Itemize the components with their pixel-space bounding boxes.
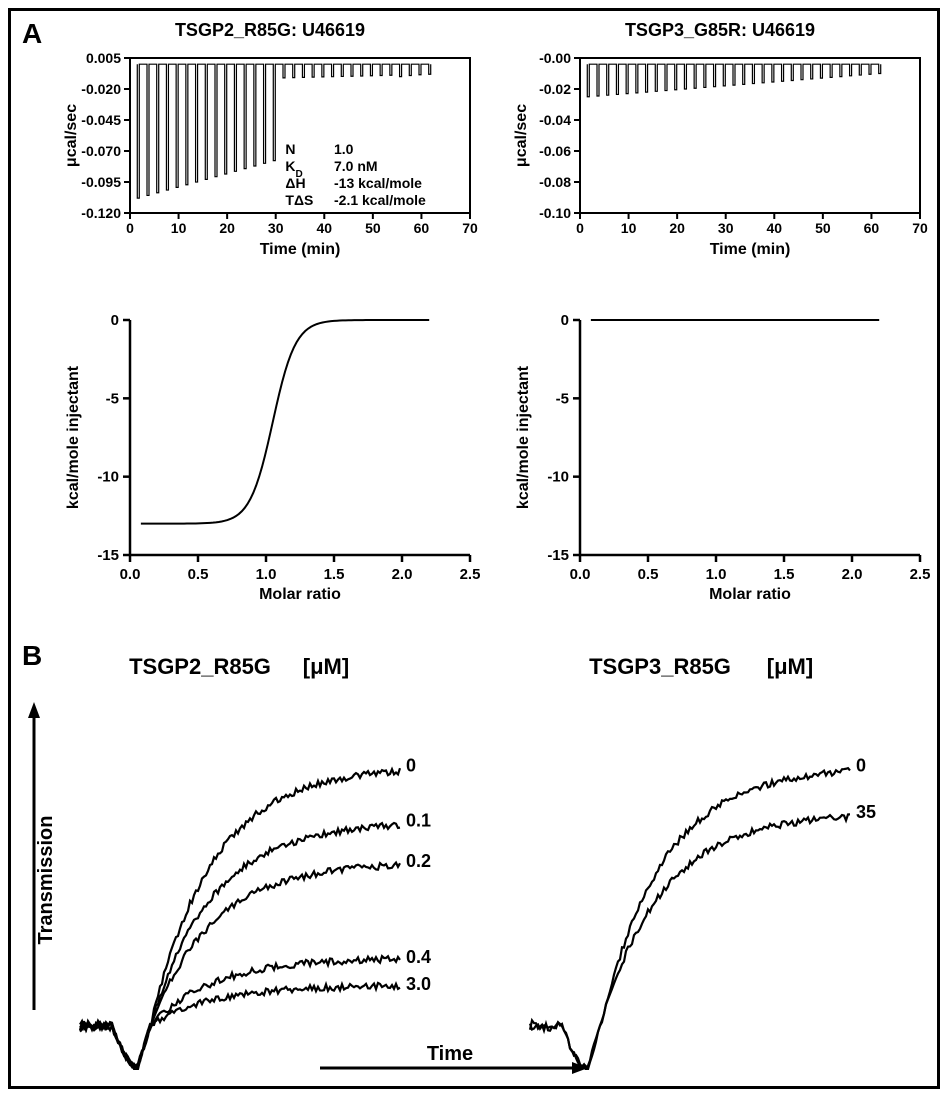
panel-b-right-unit: [μM] (760, 654, 820, 680)
svg-text:Time (min): Time (min) (710, 241, 791, 258)
svg-text:-0.00: -0.00 (539, 50, 571, 66)
svg-text:0: 0 (111, 312, 119, 329)
chart-a-left-top: 0 10 20 30 40 50 60 70 -0.120 -0.095 -0.070 -0.045 -… (60, 48, 480, 258)
panel-b-axes-labels: Transmission Time (20, 680, 930, 1080)
svg-text:-15: -15 (547, 547, 569, 564)
svg-text:-10: -10 (97, 469, 119, 486)
svg-text:2.0: 2.0 (392, 566, 413, 583)
svg-text:-13 kcal/mole: -13 kcal/mole (334, 175, 422, 191)
svg-text:-0.020: -0.020 (81, 81, 121, 97)
panel-b-label: B (22, 640, 42, 672)
svg-text:ΔH: ΔH (285, 175, 305, 191)
svg-text:μcal/sec: μcal/sec (513, 104, 530, 167)
panel-a-left-title: TSGP2_R85G: U46619 (120, 20, 420, 41)
svg-text:N: N (285, 141, 295, 157)
panel-a-label: A (22, 18, 42, 50)
panel-b-left-title: TSGP2_R85G (110, 654, 290, 680)
svg-text:20: 20 (219, 220, 235, 236)
svg-text:0.0: 0.0 (120, 566, 141, 583)
svg-text:2.5: 2.5 (910, 566, 930, 583)
svg-text:50: 50 (815, 220, 831, 236)
svg-text:2.5: 2.5 (460, 566, 480, 583)
svg-text:60: 60 (864, 220, 880, 236)
chart-a-right-top: 0 10 20 30 40 50 60 70 -0.10 -0.08 -0.06 -0.04 -0.02… (510, 48, 930, 258)
panel-a-right-title: TSGP3_G85R: U46619 (570, 20, 870, 41)
svg-text:-0.02: -0.02 (539, 81, 571, 97)
svg-text:kcal/mole injectant: kcal/mole injectant (65, 365, 82, 509)
svg-text:-10: -10 (547, 469, 569, 486)
svg-text:1.0: 1.0 (256, 566, 277, 583)
svg-text:70: 70 (912, 220, 928, 236)
svg-text:kcal/mole injectant: kcal/mole injectant (515, 365, 532, 509)
svg-text:7.0 nM: 7.0 nM (334, 158, 378, 174)
svg-text:10: 10 (621, 220, 637, 236)
svg-text:-0.10: -0.10 (539, 205, 571, 221)
svg-text:0: 0 (576, 220, 584, 236)
svg-text:-0.120: -0.120 (81, 205, 121, 221)
svg-text:1.0: 1.0 (706, 566, 727, 583)
svg-text:1.5: 1.5 (324, 566, 345, 583)
svg-text:50: 50 (365, 220, 381, 236)
svg-text:-0.06: -0.06 (539, 143, 571, 159)
svg-text:-15: -15 (97, 547, 119, 564)
svg-text:-0.070: -0.070 (81, 143, 121, 159)
svg-text:-5: -5 (106, 390, 119, 407)
svg-text:1.5: 1.5 (774, 566, 795, 583)
svg-text:Time (min): Time (min) (260, 241, 341, 258)
svg-text:Molar ratio: Molar ratio (709, 586, 791, 603)
svg-text:0: 0 (126, 220, 134, 236)
svg-text:30: 30 (268, 220, 284, 236)
svg-text:μcal/sec: μcal/sec (63, 104, 80, 167)
svg-text:0.5: 0.5 (638, 566, 659, 583)
panel-b-right-title: TSGP3_R85G (570, 654, 750, 680)
chart-a-left-bottom: 0.0 0.5 1.0 1.5 2.0 2.5 -15 -10 -5 0 Molar ratio kc… (60, 300, 480, 605)
svg-text:60: 60 (414, 220, 430, 236)
svg-text:0.0: 0.0 (570, 566, 591, 583)
svg-text:20: 20 (669, 220, 685, 236)
svg-text:1.0: 1.0 (334, 141, 354, 157)
svg-text:-0.095: -0.095 (81, 174, 121, 190)
svg-text:0.5: 0.5 (188, 566, 209, 583)
svg-text:-5: -5 (556, 390, 569, 407)
svg-text:10: 10 (171, 220, 187, 236)
svg-text:30: 30 (718, 220, 734, 236)
svg-text:-0.08: -0.08 (539, 174, 571, 190)
svg-text:Time: Time (427, 1043, 473, 1065)
svg-text:0: 0 (561, 312, 569, 329)
svg-text:TΔS: TΔS (285, 192, 313, 208)
chart-a-right-bottom: 0.0 0.5 1.0 1.5 2.0 2.5 -15 -10 -5 0 Molar ratio kc… (510, 300, 930, 605)
svg-text:40: 40 (316, 220, 332, 236)
svg-text:-0.045: -0.045 (81, 112, 121, 128)
svg-text:70: 70 (462, 220, 478, 236)
svg-text:0.005: 0.005 (86, 50, 121, 66)
svg-text:-0.04: -0.04 (539, 112, 571, 128)
panel-b-left-unit: [μM] (296, 654, 356, 680)
svg-text:40: 40 (766, 220, 782, 236)
svg-text:Molar ratio: Molar ratio (259, 586, 341, 603)
svg-text:2.0: 2.0 (842, 566, 863, 583)
svg-text:-2.1 kcal/mole: -2.1 kcal/mole (334, 192, 426, 208)
svg-text:Transmission: Transmission (35, 816, 57, 945)
